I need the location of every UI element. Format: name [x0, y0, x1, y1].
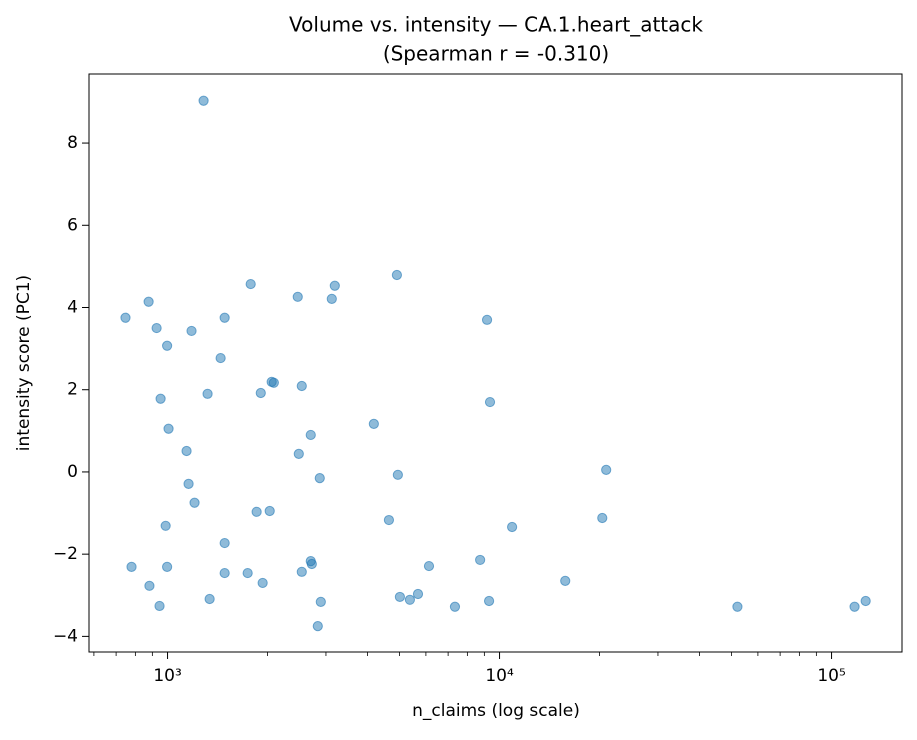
point [268, 377, 279, 388]
point [392, 469, 403, 480]
x-tick-label: 10⁵ [817, 666, 845, 686]
x-tick-label: 10⁴ [485, 666, 514, 686]
point [255, 387, 266, 399]
point [163, 423, 174, 434]
y-tick-label: 0 [67, 462, 78, 482]
point [860, 595, 871, 607]
x-tick-label: 10³ [153, 666, 181, 686]
point [154, 600, 165, 612]
point [120, 312, 131, 323]
y-tick-label: 8 [67, 133, 78, 153]
point [126, 561, 137, 573]
point [329, 280, 340, 291]
point [560, 575, 571, 586]
point [597, 512, 608, 524]
point [292, 291, 303, 302]
y-axis-label: intensity score (PC1) [14, 275, 34, 451]
point [412, 588, 424, 600]
point [162, 561, 173, 573]
point [215, 352, 226, 364]
point [186, 325, 197, 337]
chart-title: Volume vs. intensity — CA.1.heart_attack [289, 13, 703, 37]
point [264, 505, 275, 517]
point [219, 312, 230, 323]
point [404, 594, 415, 605]
point [423, 560, 435, 572]
y-tick-label: −4 [53, 626, 78, 646]
y-tick-label: 6 [67, 215, 78, 235]
point [314, 473, 325, 484]
point [326, 293, 337, 304]
y-tick-label: −2 [53, 544, 78, 564]
point [155, 393, 166, 404]
point [242, 567, 253, 579]
point [601, 464, 612, 475]
point [507, 521, 518, 533]
point [245, 278, 256, 290]
point [732, 601, 743, 612]
point [383, 514, 395, 526]
x-axis-label: n_claims (log scale) [412, 701, 580, 721]
point [144, 580, 155, 591]
point [143, 296, 154, 307]
point [198, 95, 209, 106]
point [449, 601, 461, 612]
point [293, 448, 304, 459]
point [162, 340, 173, 351]
point [394, 591, 405, 603]
point [251, 506, 262, 517]
point [849, 601, 860, 612]
point [257, 577, 268, 589]
point [305, 429, 316, 441]
point [181, 445, 192, 457]
point [484, 396, 496, 408]
point [368, 418, 379, 429]
point [183, 478, 194, 489]
point [160, 520, 171, 531]
point [296, 380, 307, 392]
y-tick-label: 2 [67, 380, 78, 400]
point [483, 595, 495, 607]
point [315, 596, 326, 607]
point [151, 322, 162, 334]
point [481, 314, 493, 325]
point [189, 497, 200, 508]
point [391, 269, 402, 281]
point [306, 558, 317, 570]
plot-frame [88, 73, 903, 653]
point [204, 593, 215, 605]
point [296, 566, 307, 577]
chart-subtitle: (Spearman r = -0.310) [383, 42, 609, 66]
point [202, 388, 213, 399]
point [219, 537, 230, 549]
point [219, 567, 230, 579]
point [475, 554, 486, 566]
y-tick-label: 4 [67, 298, 78, 318]
point [312, 621, 323, 632]
